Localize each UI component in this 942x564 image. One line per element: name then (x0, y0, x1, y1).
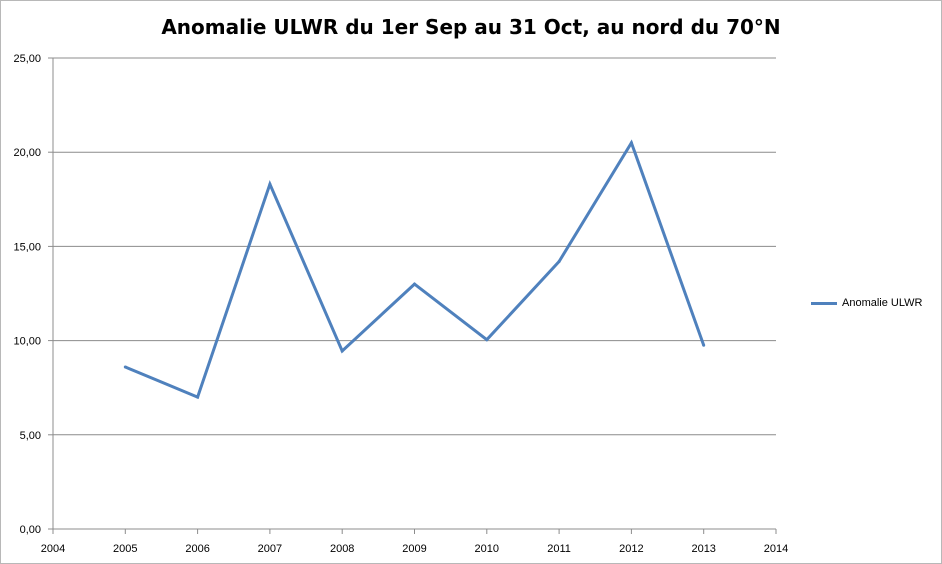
x-tick-label: 2014 (764, 543, 788, 555)
y-tick-label: 25,00 (13, 53, 41, 65)
x-tick-label: 2011 (547, 543, 571, 555)
data-point (702, 343, 706, 347)
y-tick-label: 15,00 (13, 241, 41, 253)
x-tick-label: 2005 (113, 543, 137, 555)
x-tick-label: 2009 (402, 543, 426, 555)
data-point (196, 395, 200, 399)
data-point (340, 349, 344, 353)
series-line (124, 139, 706, 400)
y-tick-label: 5,00 (20, 430, 41, 442)
data-point (629, 141, 633, 145)
data-point (557, 259, 561, 263)
data-point (123, 365, 127, 369)
data-point (413, 282, 416, 286)
data-point (268, 182, 272, 186)
x-tick-label: 2004 (41, 543, 65, 555)
legend-swatch (811, 301, 837, 305)
legend: Anomalie ULWR (811, 297, 923, 309)
x-tick-label: 2006 (185, 543, 209, 555)
x-tick-label: 2008 (330, 543, 354, 555)
chart-title: Anomalie ULWR du 1er Sep au 31 Oct, au n… (161, 15, 781, 39)
x-tick-label: 2010 (475, 543, 499, 555)
y-tick-label: 10,00 (13, 336, 41, 348)
x-tick-label: 2007 (258, 543, 282, 555)
x-tick-label: 2013 (691, 543, 715, 555)
legend-label: Anomalie ULWR (842, 297, 923, 309)
y-tick-label: 0,00 (20, 524, 41, 536)
y-tick-label: 20,00 (13, 147, 41, 159)
data-point (485, 338, 489, 342)
x-tick-label: 2012 (619, 543, 643, 555)
